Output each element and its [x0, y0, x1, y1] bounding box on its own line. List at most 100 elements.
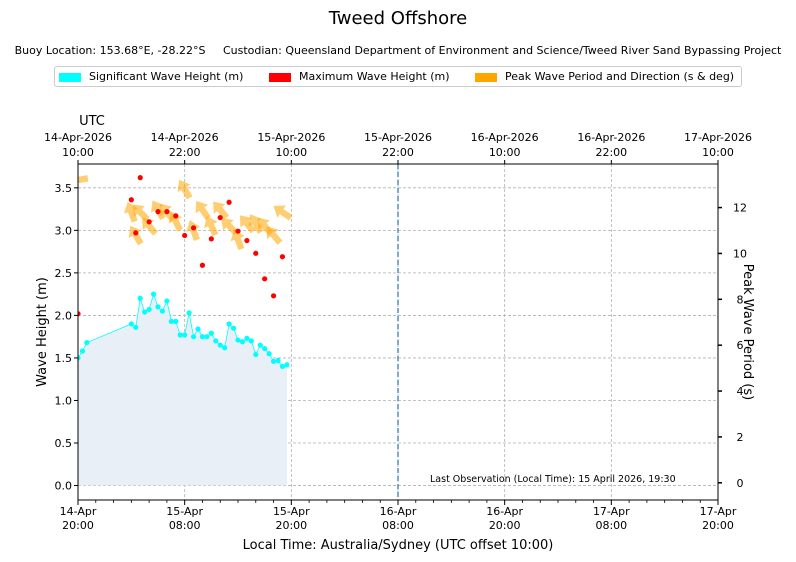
x-tick-date: 17-Apr — [700, 505, 737, 518]
hsig-point — [164, 298, 170, 304]
hmax-point — [244, 237, 250, 244]
legend-item-peak-period: Peak Wave Period and Direction (s & deg) — [475, 71, 734, 83]
y-tick-label: 2.0 — [55, 309, 73, 322]
hmax-point — [199, 262, 206, 268]
hsig-point — [262, 345, 268, 352]
hsig-point — [182, 332, 188, 338]
hsig-point — [137, 295, 143, 301]
peak-arrow-shape — [273, 205, 293, 221]
x-tick-date: 16-Apr — [380, 505, 417, 518]
hsig-point — [208, 330, 214, 336]
top-tick-date: 14-Apr-2026 — [44, 131, 112, 144]
hmax-point — [235, 228, 241, 234]
hsig-point — [279, 363, 286, 370]
legend-swatch-hmax — [269, 72, 291, 82]
peak-arrow-shape — [177, 179, 193, 200]
chart-subtitle: Buoy Location: 153.68°E, -28.22°S Custod… — [0, 44, 796, 57]
legend-item-maximum-wave-height: Maximum Wave Height (m) — [269, 71, 450, 83]
hmax-point — [182, 232, 188, 239]
hsig-fill — [78, 294, 287, 486]
y2-tick-label: 12 — [733, 202, 747, 215]
top-tick-date: 15-Apr-2026 — [257, 131, 325, 144]
x-axis-label: Local Time: Australia/Sydney (UTC offset… — [243, 538, 554, 553]
legend-item-significant-wave-height: Significant Wave Height (m) — [59, 71, 243, 83]
top-tick-time: 22:00 — [382, 146, 414, 159]
peak-arrow-shape — [78, 172, 89, 188]
x-tick-date: 17-Apr — [593, 505, 630, 518]
x-tick-time: 20:00 — [489, 519, 521, 532]
hmax-point — [270, 293, 277, 299]
hsig-point — [177, 332, 183, 338]
hsig-point — [195, 326, 201, 332]
buoy-location: Buoy Location: 153.68°E, -28.22°S — [14, 44, 206, 57]
y-tick-label: 2.5 — [55, 267, 73, 280]
hsig-point — [84, 340, 90, 346]
hmax-point — [253, 250, 259, 256]
top-tick-date: 17-Apr-2026 — [684, 131, 752, 144]
hsig-point — [226, 321, 232, 327]
hmax-point — [78, 311, 81, 317]
custodian: Custodian: Queensland Department of Envi… — [222, 44, 782, 57]
y2-axis-label: Peak Wave Period (s) — [740, 264, 755, 400]
hsig-point — [217, 342, 223, 348]
hsig-point — [257, 342, 263, 348]
legend-label: Peak Wave Period and Direction (s & deg) — [505, 70, 735, 83]
y-tick-label: 1.0 — [55, 394, 73, 407]
hmax-point — [146, 219, 152, 225]
peak-arrow — [230, 229, 245, 251]
hmax-point — [128, 197, 134, 203]
hsig-point — [128, 321, 134, 327]
peak-arrow — [78, 172, 89, 188]
hsig-point — [79, 348, 86, 354]
hmax-point — [155, 209, 161, 215]
legend-swatch-peak — [475, 72, 497, 82]
hsig-point — [199, 334, 206, 340]
peak-arrow — [186, 220, 201, 242]
peak-direction-arrows — [78, 172, 293, 251]
y2-tick-label: 0 — [737, 477, 744, 490]
hsig-point — [213, 338, 219, 344]
top-tick-time: 10:00 — [489, 146, 521, 159]
hmax-point — [137, 175, 143, 181]
y2-tick-label: 10 — [733, 247, 747, 260]
hsig-point — [133, 324, 139, 330]
hmax-point — [208, 236, 214, 242]
peak-arrow-shape — [213, 201, 230, 220]
x-tick-time: 08:00 — [595, 519, 627, 532]
hmax-point — [279, 254, 286, 260]
legend-swatch-hsig — [59, 72, 81, 82]
hmax-point — [190, 225, 197, 231]
peak-arrow — [132, 204, 150, 222]
hsig-point — [239, 339, 246, 345]
top-tick-date: 16-Apr-2026 — [577, 131, 645, 144]
hsig-point — [142, 309, 148, 315]
hsig-point — [270, 358, 277, 364]
hsig-point — [253, 351, 259, 358]
peak-arrow-shape — [186, 220, 201, 242]
hmax-point — [217, 214, 223, 221]
hsig-point — [235, 337, 241, 343]
hsig-point — [146, 306, 152, 313]
peak-arrow — [168, 211, 183, 232]
last-observation-annotation: Last Observation (Local Time): 15 April … — [430, 474, 676, 485]
hmax-point — [133, 230, 139, 236]
y2-tick-label: 8 — [737, 293, 744, 306]
hmax-point — [173, 213, 179, 219]
top-tick-date: 16-Apr-2026 — [471, 131, 539, 144]
y-axis-label: Wave Height (m) — [35, 277, 50, 387]
peak-arrow — [273, 205, 293, 221]
legend-label: Significant Wave Height (m) — [89, 70, 244, 83]
x-tick-time: 08:00 — [169, 519, 201, 532]
hsig-point — [244, 335, 250, 341]
peak-arrow-shape — [142, 217, 158, 236]
hsig-point — [230, 325, 237, 331]
hsig-point — [284, 362, 290, 368]
y-tick-label: 1.5 — [55, 352, 73, 365]
x-tick-time: 08:00 — [382, 519, 414, 532]
peak-arrow-shape — [239, 215, 256, 234]
y-tick-label: 3.0 — [55, 224, 73, 237]
hsig-point — [155, 304, 161, 310]
x-tick-time: 20:00 — [702, 519, 734, 532]
top-tick-time: 22:00 — [169, 146, 201, 159]
